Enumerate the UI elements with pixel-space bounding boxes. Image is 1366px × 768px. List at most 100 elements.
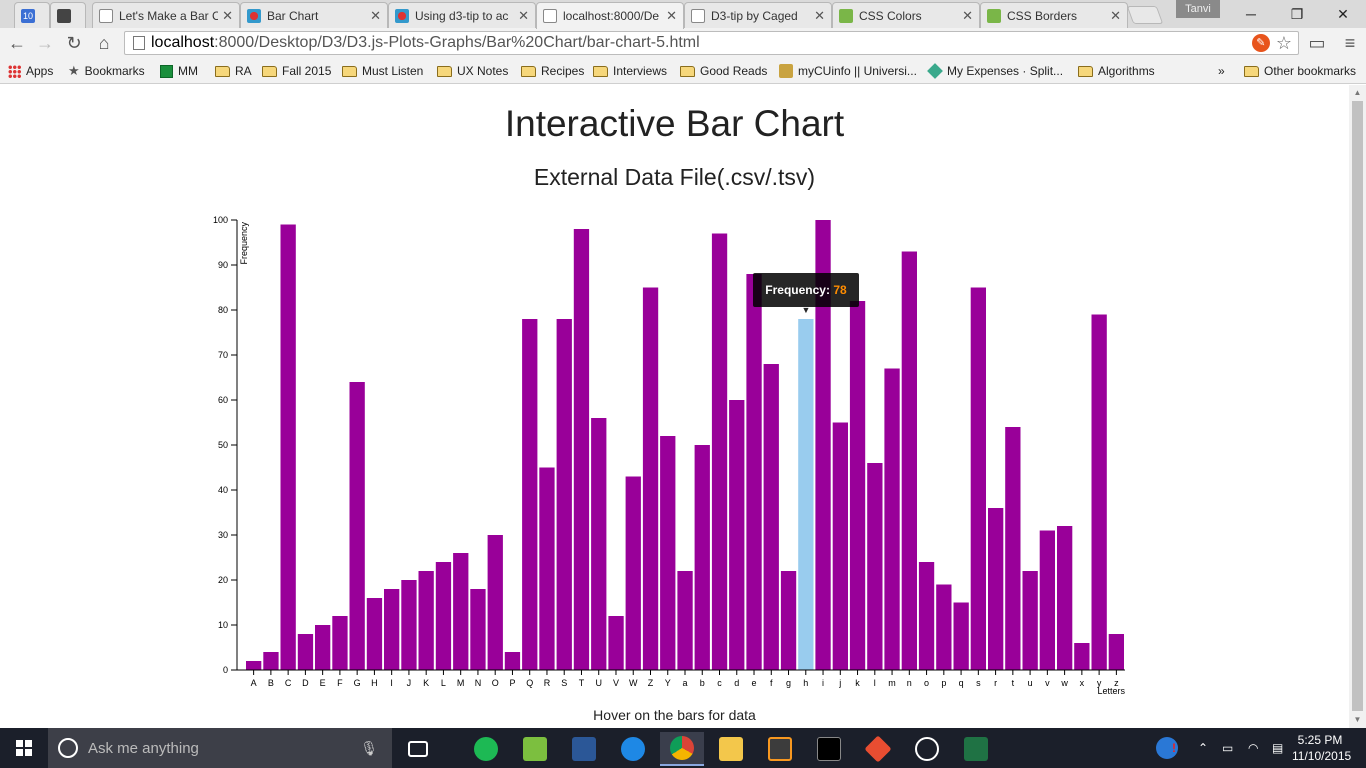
bar-p[interactable] (936, 584, 952, 671)
bar-d[interactable] (729, 400, 745, 670)
bookmark-recipes[interactable]: Recipes (521, 62, 584, 80)
tab-bar-chart[interactable]: Bar Chart ✕ (240, 2, 388, 28)
forward-arrow-icon[interactable]: → (36, 32, 54, 53)
close-icon[interactable]: ✕ (518, 7, 529, 23)
bar-b[interactable] (694, 445, 710, 670)
bar-H[interactable] (366, 598, 383, 670)
wifi-icon[interactable]: ◠ (1248, 741, 1259, 755)
close-icon[interactable]: ✕ (1110, 7, 1121, 23)
tab-pinned-trello[interactable] (50, 2, 86, 28)
tab-css-borders[interactable]: CSS Borders ✕ (980, 2, 1128, 28)
close-icon[interactable]: ✕ (370, 7, 381, 23)
bar-c[interactable] (711, 233, 728, 671)
bar-Q[interactable] (522, 319, 538, 670)
bookmark-other[interactable]: Other bookmarks (1244, 62, 1356, 80)
tab-bar-chart-tutorial[interactable]: Let's Make a Bar C ✕ (92, 2, 240, 28)
bookmark-interviews[interactable]: Interviews (593, 62, 667, 80)
bar-T[interactable] (573, 229, 590, 670)
chrome-icon[interactable] (660, 732, 704, 766)
restore-icon[interactable]: ❐ (1290, 5, 1304, 22)
notification-icon[interactable]: ! (1156, 728, 1178, 768)
battery-icon[interactable]: ▭ (1222, 741, 1234, 755)
bar-v[interactable] (1039, 530, 1055, 671)
microphone-icon[interactable]: 🎙 (360, 739, 378, 756)
tray-chevron-icon[interactable]: ⌃ (1198, 741, 1209, 755)
bar-a[interactable] (677, 571, 693, 670)
back-arrow-icon[interactable]: ← (8, 32, 26, 53)
bar-j[interactable] (832, 422, 848, 671)
scroll-down-arrow-icon[interactable]: ▼ (1353, 715, 1362, 724)
bar-u[interactable] (1022, 571, 1038, 670)
bar-w[interactable] (1057, 526, 1073, 670)
git-icon[interactable] (856, 732, 900, 766)
bar-J[interactable] (401, 580, 417, 670)
taskbar-clock[interactable]: 5:25 PM 11/10/2015 (1292, 732, 1351, 764)
evernote-icon[interactable] (513, 732, 557, 766)
spotify-icon[interactable] (464, 732, 508, 766)
close-icon[interactable]: ✕ (962, 7, 973, 23)
cortana-search[interactable]: Ask me anything 🎙 (48, 728, 392, 768)
bookmark-fall-2015[interactable]: Fall 2015 (262, 62, 331, 80)
bookmark-my-expenses[interactable]: My Expenses · Split... (927, 62, 1063, 80)
reload-icon[interactable]: ↻ (66, 32, 82, 53)
scroll-up-arrow-icon[interactable]: ▲ (1353, 88, 1362, 97)
start-button[interactable] (0, 728, 48, 768)
bar-q[interactable] (953, 602, 969, 671)
bar-f[interactable] (763, 364, 779, 670)
tab-using-d3-tip[interactable]: Using d3-tip to ac ✕ (388, 2, 536, 28)
new-tab-button[interactable] (1126, 6, 1164, 24)
tab-pinned-calendar[interactable]: 10 (14, 2, 50, 28)
word-icon[interactable] (562, 732, 606, 766)
bookmark-mm[interactable]: MM (160, 62, 198, 80)
bar-R[interactable] (539, 467, 555, 671)
unity-icon[interactable] (905, 732, 949, 766)
bar-O[interactable] (487, 535, 503, 670)
bar-y[interactable] (1091, 314, 1107, 671)
bar-M[interactable] (453, 553, 469, 670)
bookmark-must-listen[interactable]: Must Listen (342, 62, 423, 80)
bar-k[interactable] (849, 301, 866, 670)
task-view-icon[interactable] (396, 732, 440, 766)
terminal-icon[interactable] (807, 732, 851, 766)
page-info-icon[interactable] (133, 36, 145, 50)
bar-Y[interactable] (660, 436, 676, 670)
bar-t[interactable] (1005, 427, 1021, 670)
bar-g[interactable] (780, 571, 797, 670)
bar-r[interactable] (988, 508, 1004, 670)
action-center-icon[interactable]: ▤ (1272, 741, 1284, 755)
close-window-icon[interactable]: ✕ (1337, 5, 1349, 22)
bar-F[interactable] (332, 616, 348, 670)
bookmark-good-reads[interactable]: Good Reads (680, 62, 767, 80)
bar-V[interactable] (608, 616, 624, 670)
bookmark-bookmarks[interactable]: ★ Bookmarks (68, 63, 145, 78)
bar-z[interactable] (1108, 634, 1124, 670)
tab-d3-tip-caged[interactable]: D3-tip by Caged ✕ (684, 2, 832, 28)
bar-h[interactable] (798, 319, 814, 670)
bar-o[interactable] (918, 562, 935, 670)
menu-icon[interactable]: ≡ (1344, 32, 1356, 53)
page-scrollbar[interactable]: ▲ ▼ (1349, 85, 1366, 728)
minimize-icon[interactable]: ─ (1246, 6, 1256, 22)
bar-A[interactable] (246, 661, 262, 670)
profile-button[interactable]: Tanvi (1176, 0, 1220, 18)
bookmark-mycuinfo[interactable]: myCUinfo || Universi... (779, 62, 917, 80)
edge-icon[interactable] (611, 732, 655, 766)
bar-L[interactable] (435, 562, 452, 670)
bar-N[interactable] (470, 589, 486, 670)
sublime-text-icon[interactable] (758, 732, 802, 766)
bar-U[interactable] (591, 418, 607, 670)
close-icon[interactable]: ✕ (222, 7, 233, 23)
scroll-thumb[interactable] (1352, 101, 1363, 711)
bar-m[interactable] (884, 368, 900, 671)
tab-css-colors[interactable]: CSS Colors ✕ (832, 2, 980, 28)
bar-Z[interactable] (642, 287, 659, 671)
bar-e[interactable] (746, 274, 762, 670)
close-icon[interactable]: ✕ (666, 8, 677, 23)
address-bar[interactable]: localhost:8000/Desktop/D3/D3.js-Plots-Gr… (124, 31, 1299, 55)
excel-icon[interactable] (954, 732, 998, 766)
bookmark-ra[interactable]: RA (215, 62, 252, 80)
bar-E[interactable] (315, 625, 331, 670)
close-icon[interactable]: ✕ (814, 7, 825, 23)
bar-K[interactable] (418, 571, 434, 670)
bookmarks-overflow-button[interactable]: » (1218, 64, 1225, 78)
